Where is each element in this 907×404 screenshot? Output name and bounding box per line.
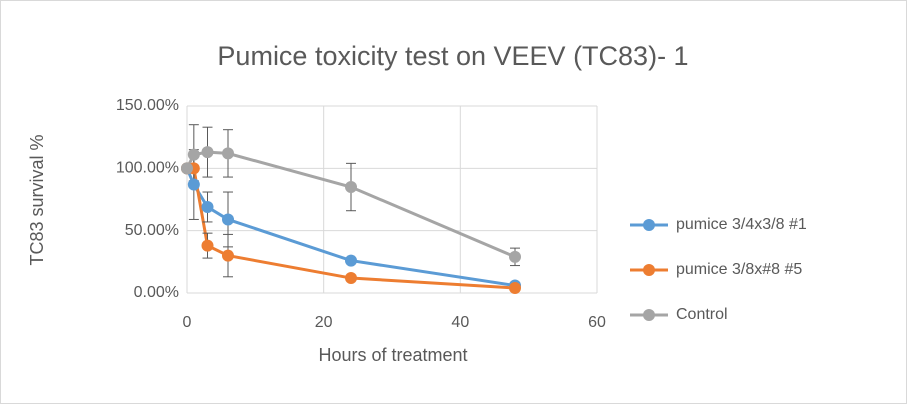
- y-tick-label: 150.00%: [116, 97, 179, 114]
- x-tick-label: 20: [315, 314, 333, 331]
- point: [222, 213, 234, 226]
- x-tick-label: 60: [588, 314, 606, 331]
- point: [345, 254, 357, 267]
- point: [222, 147, 234, 160]
- point: [181, 162, 193, 175]
- y-tick-label: 100.00%: [116, 160, 179, 177]
- point: [345, 272, 357, 285]
- legend-label: pumice 3/8x#8 #5: [676, 261, 802, 278]
- x-tick-label: 0: [183, 314, 192, 331]
- point: [201, 146, 214, 159]
- y-axis-label: TC83 survival %: [27, 134, 47, 265]
- legend-label: pumice 3/4x3/8 #1: [676, 216, 807, 233]
- legend-label: Control: [676, 306, 728, 323]
- point: [187, 178, 200, 191]
- x-axis-label: Hours of treatment: [318, 345, 467, 365]
- chart-title: Pumice toxicity test on VEEV (TC83)- 1: [217, 41, 688, 71]
- x-tick-label: 40: [451, 314, 469, 331]
- legend-marker: [643, 309, 655, 321]
- y-tick-label: 50.00%: [125, 222, 179, 239]
- point: [187, 148, 200, 161]
- legend-marker: [643, 219, 655, 231]
- y-tick-label: 0.00%: [134, 284, 179, 301]
- point: [345, 181, 357, 194]
- point: [509, 282, 521, 295]
- point: [201, 239, 214, 252]
- legend-marker: [643, 264, 655, 276]
- point: [509, 250, 521, 263]
- point: [222, 249, 234, 262]
- point: [201, 200, 214, 213]
